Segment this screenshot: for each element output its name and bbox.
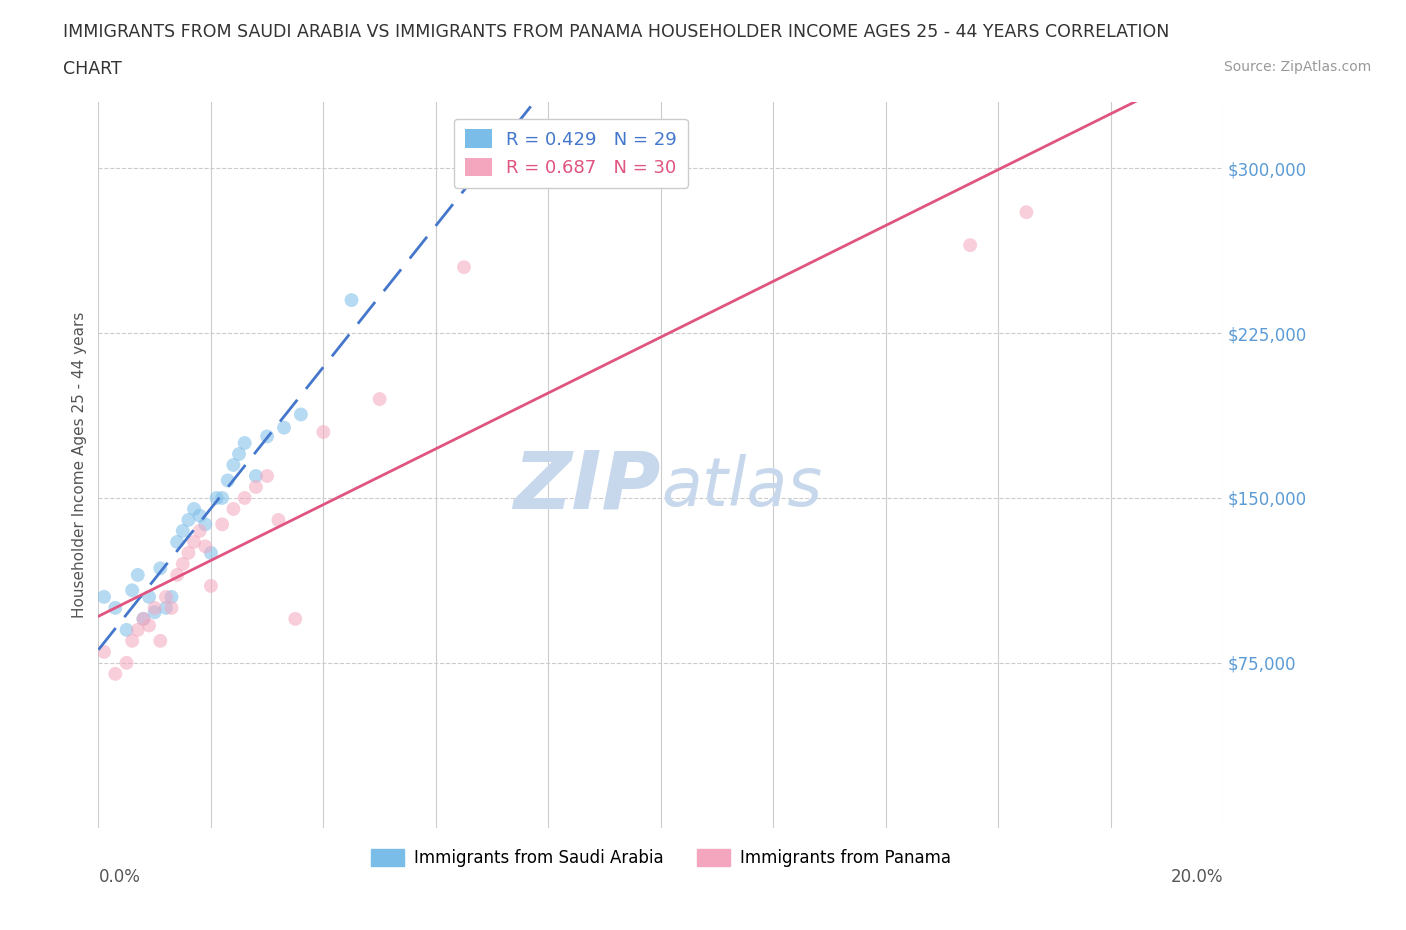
Point [177,512,200,527]
Point [177,546,200,561]
Point [233,490,256,505]
Text: atlas: atlas [661,454,823,520]
Point [143,601,166,616]
Point [222,501,245,516]
Point [127,567,149,582]
Point [256,429,278,444]
Point [273,420,295,435]
Point [127,622,149,637]
Point [166,535,188,550]
Point [115,656,138,671]
Point [245,480,267,495]
Point [138,590,160,604]
Point [104,601,127,616]
Point [155,601,177,616]
Point [340,293,363,308]
Point [115,622,138,637]
Point [217,473,239,488]
Point [211,517,233,532]
Point [121,583,143,598]
Point [211,490,233,505]
Point [183,535,205,550]
Point [194,538,217,553]
Point [172,556,194,571]
Point [166,567,188,582]
Text: 20.0%: 20.0% [1171,868,1223,885]
Point [290,407,312,422]
Point [121,633,143,648]
Point [256,469,278,484]
Point [149,633,172,648]
Point [160,601,183,616]
Point [245,469,267,484]
Point [200,546,222,561]
Point [267,512,290,527]
Point [368,392,391,406]
Point [93,590,115,604]
Point [1015,205,1038,219]
Point [138,618,160,633]
Text: ZIP: ZIP [513,447,661,525]
Point [200,578,222,593]
Point [183,501,205,516]
Text: 0.0%: 0.0% [98,868,141,885]
Point [453,259,475,274]
Point [188,508,211,523]
Point [160,590,183,604]
Point [222,458,245,472]
Point [205,490,228,505]
Point [233,435,256,450]
Point [104,667,127,682]
Text: CHART: CHART [63,60,122,78]
Text: Source: ZipAtlas.com: Source: ZipAtlas.com [1223,60,1371,74]
Point [284,611,307,626]
Point [155,590,177,604]
Point [132,611,155,626]
Point [959,238,981,253]
Point [228,446,250,461]
Y-axis label: Householder Income Ages 25 - 44 years: Householder Income Ages 25 - 44 years [72,312,87,618]
Point [93,644,115,659]
Legend: Immigrants from Saudi Arabia, Immigrants from Panama: Immigrants from Saudi Arabia, Immigrants… [364,843,957,874]
Point [143,604,166,619]
Point [172,524,194,538]
Point [188,524,211,538]
Point [194,517,217,532]
Point [312,425,335,440]
Point [132,611,155,626]
Text: IMMIGRANTS FROM SAUDI ARABIA VS IMMIGRANTS FROM PANAMA HOUSEHOLDER INCOME AGES 2: IMMIGRANTS FROM SAUDI ARABIA VS IMMIGRAN… [63,23,1170,41]
Point [149,561,172,576]
